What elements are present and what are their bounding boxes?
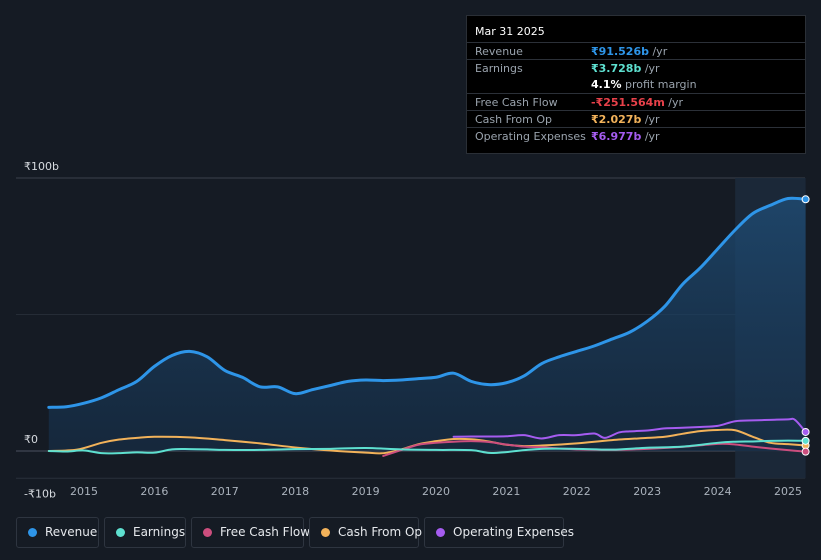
revenue-line	[47, 196, 808, 409]
x-tick-label: 2025	[774, 485, 802, 498]
y-tick-label: ₹100b	[24, 160, 59, 173]
x-tick-label: 2020	[422, 485, 450, 498]
legend-label: Revenue	[45, 525, 98, 539]
tooltip-row-operating-expenses: Operating Expenses ₹6.977b /yr	[467, 127, 805, 145]
tooltip-label: Earnings	[475, 62, 523, 75]
legend-label: Operating Expenses	[453, 525, 574, 539]
x-tick-label: 2019	[352, 485, 380, 498]
legend-dot-icon	[203, 528, 212, 537]
legend-item-earnings[interactable]: Earnings	[104, 517, 186, 548]
tooltip-row-profit-margin: 4.1% profit margin	[467, 76, 805, 93]
data-tooltip: Mar 31 2025 Revenue ₹91.526b /yr Earning…	[466, 15, 806, 154]
y-tick-label: ₹0	[24, 433, 38, 446]
cash-from-op-line	[47, 428, 807, 455]
x-tick-label: 2016	[140, 485, 168, 498]
legend-item-operating-expenses[interactable]: Operating Expenses	[424, 517, 574, 548]
legend-label: Earnings	[133, 525, 186, 539]
tooltip-value: ₹3.728b /yr	[591, 62, 660, 75]
tooltip-row-earnings: Earnings ₹3.728b /yr	[467, 59, 805, 77]
tooltip-label: Operating Expenses	[475, 130, 586, 143]
tooltip-row-free-cash-flow: Free Cash Flow -₹251.564m /yr	[467, 93, 805, 111]
y-tick-label: -₹10b	[24, 487, 56, 500]
x-tick-label: 2017	[211, 485, 239, 498]
legend-item-cash-from-op[interactable]: Cash From Op	[309, 517, 423, 548]
x-tick-label: 2023	[633, 485, 661, 498]
free-cash-flow-end-point	[801, 447, 810, 456]
tooltip-value: ₹6.977b /yr	[591, 130, 660, 143]
tooltip-value: ₹2.027b /yr	[591, 113, 660, 126]
legend-dot-icon	[321, 528, 330, 537]
tooltip-label: Free Cash Flow	[475, 96, 558, 109]
tooltip-row-revenue: Revenue ₹91.526b /yr	[467, 42, 805, 60]
earnings-end-point	[801, 436, 810, 445]
legend-label: Cash From Op	[338, 525, 423, 539]
financial-chart: ₹100b ₹0 -₹10b 2015 2016 2017 2018 2019 …	[16, 160, 810, 500]
tooltip-value: -₹251.564m /yr	[591, 96, 684, 109]
tooltip-date: Mar 31 2025	[475, 25, 545, 38]
revenue-end-point	[801, 195, 810, 204]
tooltip-label: Revenue	[475, 45, 523, 58]
tooltip-row-cash-from-op: Cash From Op ₹2.027b /yr	[467, 110, 805, 128]
earnings-line	[47, 439, 807, 455]
legend-item-revenue[interactable]: Revenue	[16, 517, 99, 548]
y-axis-tick-labels: ₹100b ₹0 -₹10b	[24, 160, 59, 500]
x-tick-label: 2015	[70, 485, 98, 498]
tooltip-value: ₹91.526b /yr	[591, 45, 668, 58]
chart-series	[47, 195, 810, 457]
legend-dot-icon	[116, 528, 125, 537]
legend-item-free-cash-flow[interactable]: Free Cash Flow	[191, 517, 310, 548]
x-tick-label: 2022	[563, 485, 591, 498]
legend-dot-icon	[28, 528, 37, 537]
tooltip-label: Cash From Op	[475, 113, 553, 126]
x-tick-label: 2024	[704, 485, 732, 498]
revenue-area	[48, 198, 806, 451]
legend-label: Free Cash Flow	[220, 525, 311, 539]
tooltip-value: 4.1% profit margin	[591, 78, 697, 91]
x-tick-label: 2021	[492, 485, 520, 498]
operating-expenses-line	[452, 417, 807, 440]
legend-dot-icon	[436, 528, 445, 537]
x-axis-tick-labels: 2015 2016 2017 2018 2019 2020 2021 2022 …	[70, 485, 802, 498]
x-tick-label: 2018	[281, 485, 309, 498]
operating-expenses-end-point	[801, 427, 810, 436]
